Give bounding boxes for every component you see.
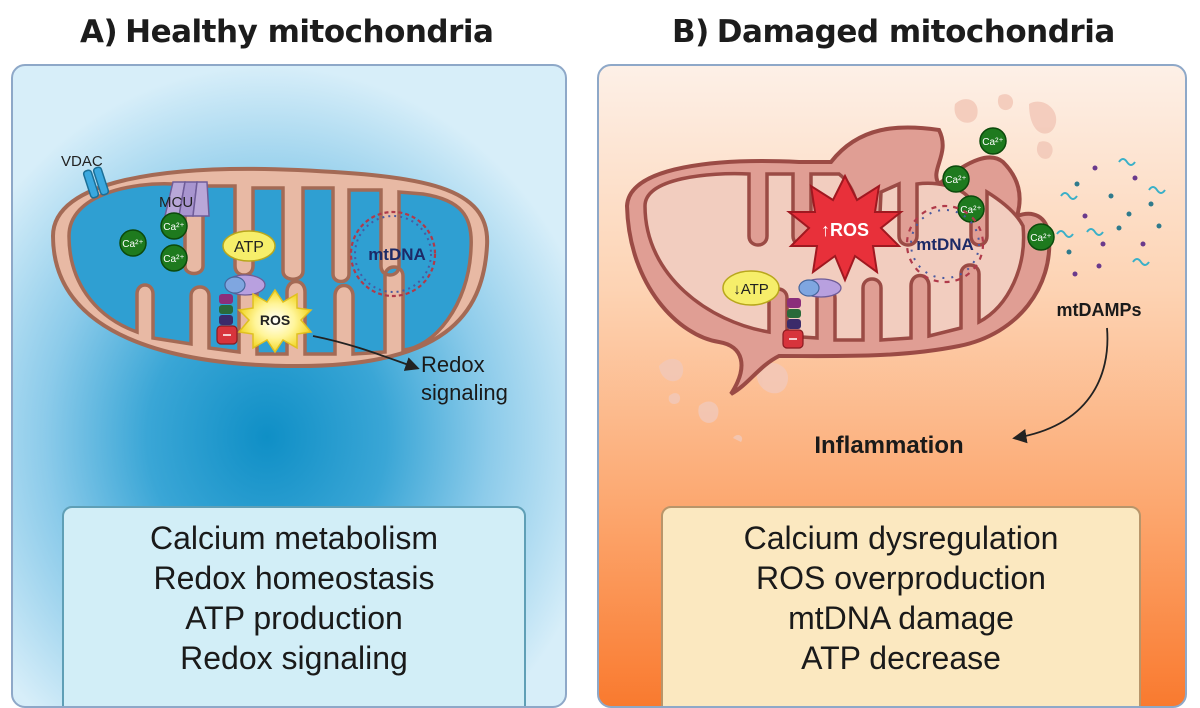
healthy-panel: VDAC MCU Ca²⁺ Ca²⁺ Ca²⁺ ATP: [11, 64, 567, 708]
calcium-ion-label: Ca²⁺: [960, 205, 981, 216]
healthy-function-item: Redox homeostasis: [153, 560, 435, 596]
atp-badge: ATP: [222, 230, 276, 262]
damaged-illustration: Ca²⁺ Ca²⁺ Ca²⁺ Ca²⁺: [624, 94, 1166, 459]
leaked-matrix-fragments: [659, 94, 1057, 442]
calcium-ion-label: Ca²⁺: [163, 254, 184, 265]
vdac-channel-icon: [82, 166, 110, 199]
damaged-panel: Ca²⁺ Ca²⁺ Ca²⁺ Ca²⁺: [597, 64, 1187, 708]
atp-down-label: ↓ATP: [733, 281, 769, 298]
atp-down-badge: ↓ATP: [722, 270, 780, 306]
mtdamps-label: mtDAMPs: [1056, 300, 1141, 320]
damaged-consequence-item: Calcium dysregulation: [743, 520, 1059, 556]
calcium-ion-icon: Ca²⁺: [160, 244, 188, 272]
calcium-ion-label: Ca²⁺: [122, 239, 143, 250]
panel-b-title-text: Damaged mitochondria: [716, 14, 1115, 50]
redox-arrow: [312, 335, 420, 371]
mcu-label: MCU: [159, 194, 193, 211]
calcium-ion-label: Ca²⁺: [1030, 233, 1051, 244]
panel-b-title: B) Damaged mitochondria: [672, 14, 1115, 50]
damaged-consequences-box: Calcium dysregulation ROS overproduction…: [661, 506, 1141, 706]
inflammation-arrow: [1012, 327, 1109, 444]
panel-a-letter: A): [80, 14, 118, 50]
calcium-ion-icon: Ca²⁺: [979, 127, 1007, 155]
panel-a-title: A) Healthy mitochondria: [80, 14, 494, 50]
ros-burst-icon: ↑ROS: [786, 173, 904, 283]
damaged-consequence-item: mtDNA damage: [788, 600, 1014, 636]
redox-label-line2: signaling: [421, 380, 508, 405]
mtdna-icon: mtDNA: [905, 204, 985, 284]
calcium-ion-icon: Ca²⁺: [119, 229, 147, 257]
mtdna-label: mtDNA: [368, 245, 426, 264]
calcium-ion-label: Ca²⁺: [982, 137, 1003, 148]
calcium-ion-icon: Ca²⁺: [942, 165, 970, 193]
damaged-consequence-item: ROS overproduction: [756, 560, 1046, 596]
ros-burst-icon: ROS: [237, 288, 313, 354]
calcium-ion-label: Ca²⁺: [163, 222, 184, 233]
redox-label-line1: Redox: [421, 352, 485, 377]
calcium-ion-icon: Ca²⁺: [1027, 223, 1055, 251]
ros-up-label: ↑ROS: [821, 220, 869, 240]
atp-label: ATP: [234, 239, 264, 256]
damaged-consequence-item: ATP decrease: [801, 640, 1001, 676]
panel-a-title-text: Healthy mitochondria: [125, 14, 494, 50]
ros-label: ROS: [260, 312, 290, 328]
electron-transport-chain-icon: [782, 278, 842, 349]
mtdna-icon: mtDNA: [349, 210, 437, 298]
healthy-illustration: VDAC MCU Ca²⁺ Ca²⁺ Ca²⁺ ATP: [50, 153, 508, 405]
healthy-function-item: Redox signaling: [180, 640, 408, 676]
mtdna-label: mtDNA: [916, 235, 974, 254]
mtdamps-particles: [1056, 158, 1166, 277]
calcium-ion-icon: Ca²⁺: [160, 212, 188, 240]
healthy-functions-box: Calcium metabolism Redox homeostasis ATP…: [62, 506, 526, 706]
vdac-label: VDAC: [61, 153, 103, 170]
panel-b-letter: B): [672, 14, 709, 50]
inflammation-label: Inflammation: [814, 432, 963, 459]
calcium-ion-label: Ca²⁺: [945, 175, 966, 186]
electron-transport-chain-icon: [216, 274, 266, 345]
healthy-function-item: ATP production: [185, 600, 403, 636]
calcium-ion-icon: Ca²⁺: [957, 195, 985, 223]
healthy-function-item: Calcium metabolism: [149, 520, 439, 556]
